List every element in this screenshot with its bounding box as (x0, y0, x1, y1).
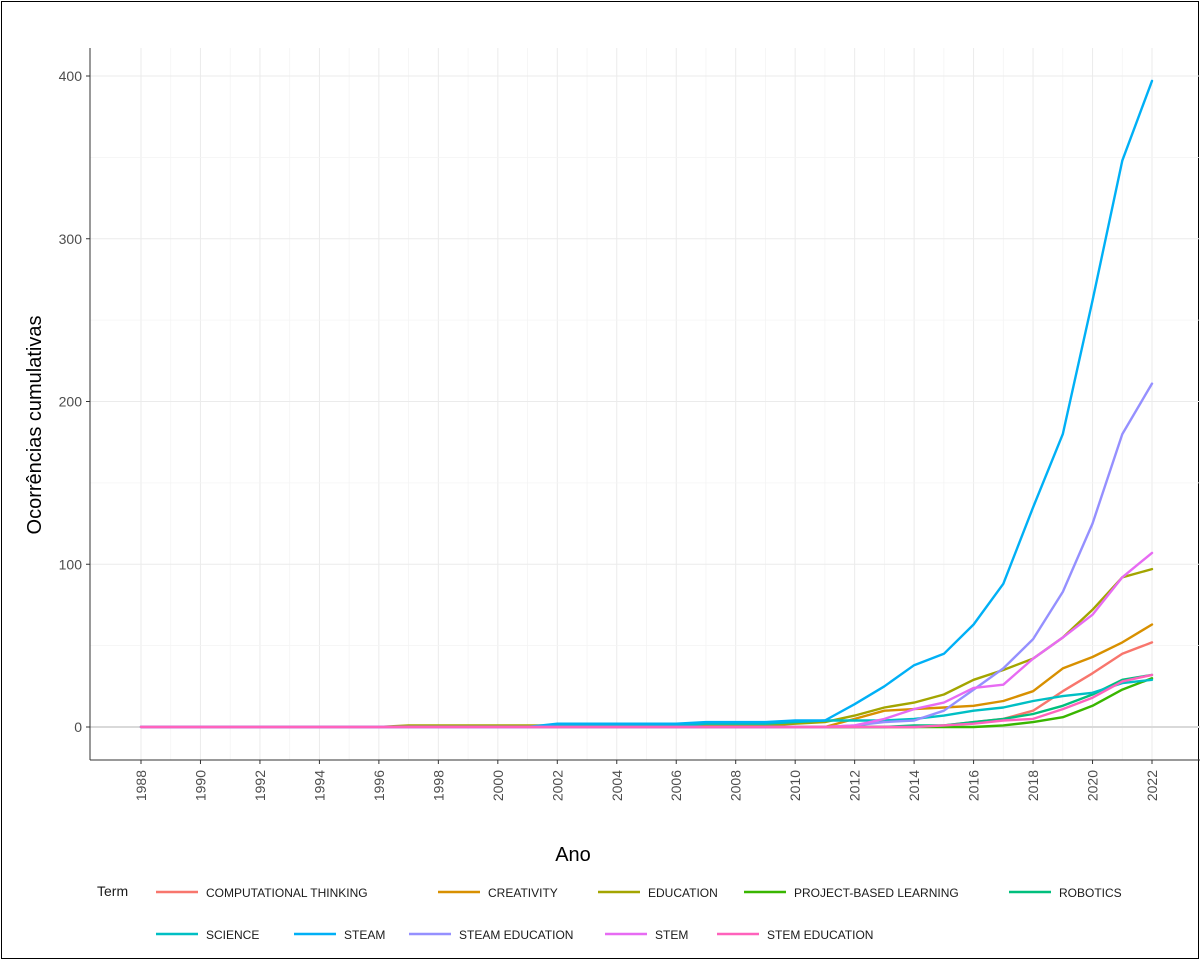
x-tick-label: 2012 (847, 770, 863, 801)
y-tick-label: 400 (59, 68, 83, 84)
x-tick-label: 1988 (133, 770, 149, 801)
legend[interactable]: COMPUTATIONAL THINKING CREATIVITY EDUCATIO… (156, 886, 1122, 942)
x-tick-label: 2000 (490, 770, 506, 801)
legend-item-stem-education[interactable]: STEM EDUCATION (717, 928, 873, 942)
y-tick-label: 200 (59, 394, 83, 410)
x-tick-label: 1992 (252, 770, 268, 801)
y-tick-label: 100 (59, 556, 83, 572)
legend-item-education[interactable]: EDUCATION (598, 886, 718, 900)
legend-item-science[interactable]: SCIENCE (156, 928, 259, 942)
legend-label: COMPUTATIONAL THINKING (206, 886, 368, 900)
x-tick-label: 2022 (1144, 770, 1160, 801)
legend-label: STEM EDUCATION (767, 928, 873, 942)
legend-title: Term (97, 883, 128, 899)
y-tick-labels: 0 100 200 300 400 (59, 68, 90, 735)
legend-label: EDUCATION (648, 886, 718, 900)
y-tick-label: 300 (59, 231, 83, 247)
x-tick-label: 1990 (192, 770, 208, 801)
grid-lines (90, 48, 1200, 760)
x-axis-title: Ano (555, 844, 591, 866)
legend-item-steam[interactable]: STEAM (294, 928, 385, 942)
x-tick-label: 1996 (371, 770, 387, 801)
x-tick-label: 2002 (549, 770, 565, 801)
x-tick-label: 1998 (430, 770, 446, 801)
x-tick-label: 2006 (668, 770, 684, 801)
x-tick-label: 2008 (728, 770, 744, 801)
legend-label: STEM (655, 928, 688, 942)
legend-label: STEAM EDUCATION (459, 928, 573, 942)
legend-item-computational-thinking[interactable]: COMPUTATIONAL THINKING (156, 886, 368, 900)
legend-item-stem[interactable]: STEM (605, 928, 688, 942)
x-tick-label: 2004 (609, 770, 625, 801)
legend-item-robotics[interactable]: ROBOTICS (1009, 886, 1122, 900)
legend-label: STEAM (344, 928, 385, 942)
legend-label: PROJECT-BASED LEARNING (794, 886, 959, 900)
y-axis-title: Ocorrências cumulativas (24, 316, 46, 535)
x-tick-label: 2020 (1085, 770, 1101, 801)
legend-label: ROBOTICS (1059, 886, 1122, 900)
series-lines (139, 79, 1154, 729)
x-tick-labels: 1988 1990 1992 1994 1996 1998 2000 2002 2004 2006… (133, 760, 1160, 801)
x-tick-label: 1994 (311, 770, 327, 801)
x-tick-label: 2016 (966, 770, 982, 801)
legend-item-creativity[interactable]: CREATIVITY (438, 886, 558, 900)
series-line-stem-education (139, 673, 1154, 729)
axes (89, 48, 1200, 761)
legend-item-steam-education[interactable]: STEAM EDUCATION (409, 928, 573, 942)
y-tick-label: 0 (74, 719, 82, 735)
x-tick-label: 2010 (787, 770, 803, 801)
x-tick-label: 2014 (906, 770, 922, 801)
legend-label: SCIENCE (206, 928, 259, 942)
legend-item-project-based-learning[interactable]: PROJECT-BASED LEARNING (744, 886, 959, 900)
x-tick-label: 2018 (1025, 770, 1041, 801)
legend-label: CREATIVITY (488, 886, 558, 900)
